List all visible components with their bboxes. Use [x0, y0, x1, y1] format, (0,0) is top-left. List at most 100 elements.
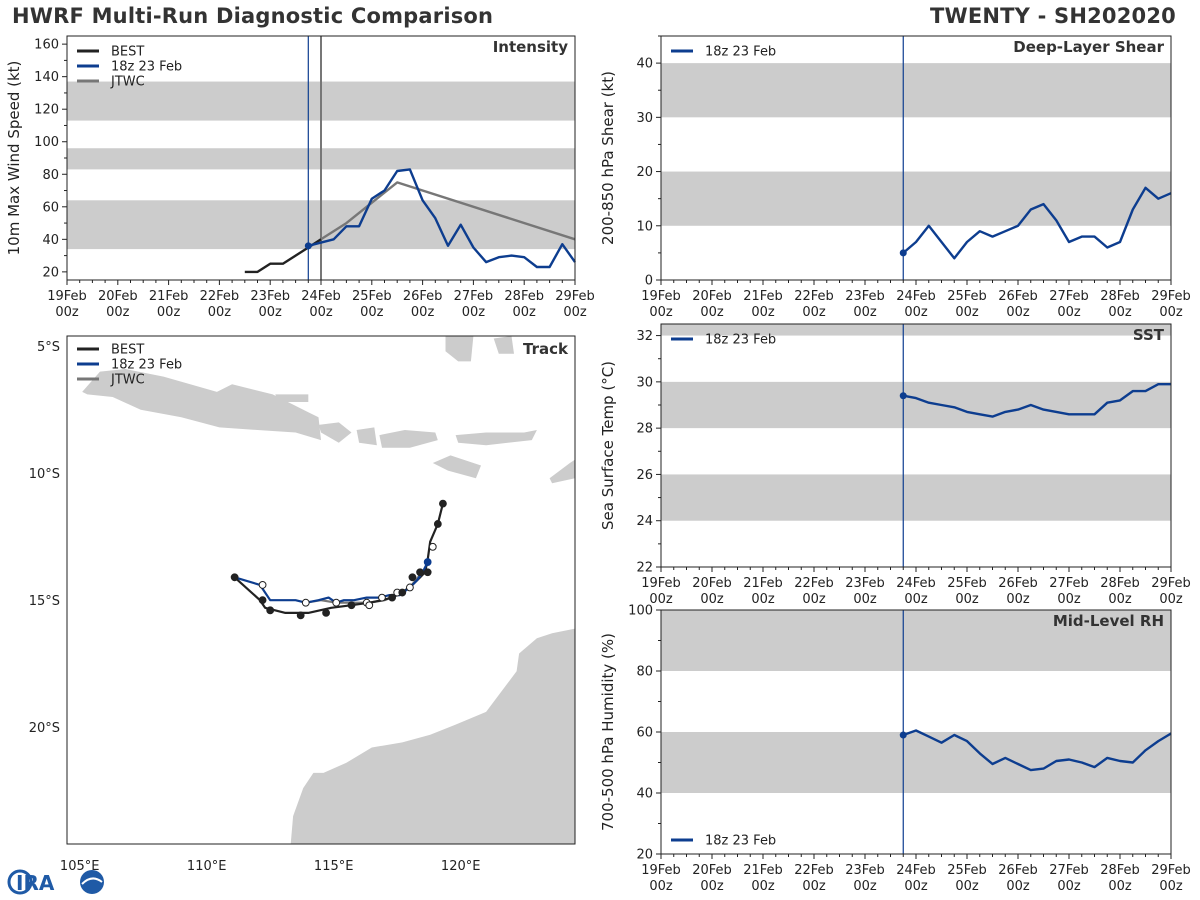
x-tick-sublabel: 00z	[1159, 305, 1183, 320]
lon-tick-label: 120°E	[441, 859, 481, 874]
x-tick-sublabel: 00z	[853, 879, 877, 894]
x-tick-sublabel: 00z	[106, 305, 130, 320]
x-tick-label: 23Feb	[845, 863, 885, 878]
track-point-best	[388, 593, 397, 602]
chart-shear: 01020304019Feb00z20Feb00z21Feb00z22Feb00…	[599, 35, 1191, 320]
x-tick-sublabel: 00z	[1108, 879, 1132, 894]
y-axis-label: 10m Max Wind Speed (kt)	[5, 61, 23, 256]
y-tick-label: 40	[42, 233, 59, 248]
track-point-jtwc	[406, 583, 414, 592]
island-sumbawa	[379, 430, 438, 448]
y-axis-label: 700-500 hPa Humidity (%)	[599, 633, 617, 831]
x-tick-label: 21Feb	[149, 289, 189, 304]
series-line-hwrf	[308, 168, 576, 269]
x-tick-sublabel: 00z	[360, 305, 384, 320]
legend-label-hwrf: 18z 23 Feb	[111, 60, 182, 75]
x-tick-label: 27Feb	[454, 289, 494, 304]
y-tick-label: 32	[636, 329, 653, 344]
island-sumba	[432, 455, 481, 479]
x-tick-label: 22Feb	[200, 289, 240, 304]
map-frame	[66, 335, 576, 845]
chart-intensity: 2040608010012014016019Feb00z20Feb00z21Fe…	[5, 35, 595, 320]
x-tick-sublabel: 00z	[904, 879, 928, 894]
shaded-band	[661, 474, 1171, 521]
x-tick-sublabel: 00z	[955, 305, 979, 320]
y-axis-label: 200-850 hPa Shear (kt)	[599, 71, 617, 245]
x-tick-label: 25Feb	[947, 863, 987, 878]
shaded-band	[661, 732, 1171, 793]
track-point-best	[433, 520, 442, 528]
x-tick-sublabel: 00z	[1159, 592, 1183, 607]
legend-label-jtwc: JTWC	[110, 373, 145, 388]
y-tick-label: 0	[645, 274, 653, 289]
x-tick-sublabel: 00z	[259, 305, 283, 320]
x-tick-label: 27Feb	[1049, 289, 1089, 304]
y-tick-label: 40	[636, 787, 653, 802]
legend-label-hwrf: 18z 23 Feb	[111, 358, 182, 373]
legend-label-best: BEST	[111, 45, 144, 60]
y-tick-label: 160	[34, 38, 59, 53]
x-tick-sublabel: 00z	[700, 592, 724, 607]
x-tick-label: 23Feb	[845, 576, 885, 591]
x-tick-label: 28Feb	[1100, 289, 1140, 304]
x-tick-label: 26Feb	[998, 576, 1038, 591]
island-buton	[493, 336, 514, 354]
x-tick-sublabel: 00z	[955, 592, 979, 607]
x-tick-label: 23Feb	[250, 289, 290, 304]
panel-title: Track	[523, 340, 569, 358]
y-tick-label: 30	[636, 375, 653, 390]
shaded-band	[661, 381, 1171, 429]
svg-text:IRA: IRA	[16, 871, 55, 895]
panel-title: Deep-Layer Shear	[1013, 38, 1164, 56]
track-point-jtwc	[332, 598, 341, 607]
track-point-hwrf	[423, 558, 432, 566]
x-tick-sublabel: 00z	[853, 592, 877, 607]
x-tick-label: 29Feb	[1151, 289, 1191, 304]
page-title: HWRF Multi-Run Diagnostic Comparison	[12, 4, 494, 28]
x-tick-label: 29Feb	[1151, 576, 1191, 591]
track-point-best	[365, 601, 374, 610]
x-tick-label: 19Feb	[641, 576, 681, 591]
track-point-best	[408, 573, 417, 582]
legend-label-hwrf: 18z 23 Feb	[705, 333, 776, 348]
track-line-best	[233, 503, 444, 615]
track-point-best	[428, 542, 437, 551]
x-tick-label: 19Feb	[641, 863, 681, 878]
x-tick-label: 22Feb	[794, 289, 834, 304]
x-tick-sublabel: 00z	[1006, 305, 1030, 320]
x-tick-sublabel: 00z	[751, 305, 775, 320]
x-tick-sublabel: 00z	[853, 305, 877, 320]
x-tick-sublabel: 00z	[513, 305, 537, 320]
legend-label-jtwc: JTWC	[110, 75, 145, 90]
x-tick-sublabel: 00z	[157, 305, 181, 320]
y-tick-label: 60	[636, 726, 653, 741]
island-madura	[275, 394, 309, 402]
x-tick-label: 25Feb	[947, 576, 987, 591]
storm-id-title: TWENTY - SH202020	[929, 4, 1176, 28]
x-tick-sublabel: 00z	[649, 592, 673, 607]
x-tick-sublabel: 00z	[751, 592, 775, 607]
x-tick-sublabel: 00z	[700, 305, 724, 320]
x-tick-label: 28Feb	[504, 289, 544, 304]
lat-tick-label: 20°S	[29, 721, 60, 736]
lon-tick-label: 110°E	[187, 859, 227, 874]
x-tick-label: 24Feb	[301, 289, 341, 304]
y-tick-label: 60	[42, 200, 59, 215]
track-point-best	[439, 499, 447, 508]
land-layer	[82, 336, 575, 844]
x-tick-sublabel: 00z	[802, 879, 826, 894]
y-tick-label: 80	[636, 665, 653, 680]
island-bali	[318, 422, 352, 443]
x-tick-sublabel: 00z	[411, 305, 435, 320]
track-point-best	[266, 606, 275, 615]
track-point-best	[230, 573, 239, 582]
x-tick-label: 24Feb	[896, 576, 936, 591]
shaded-band	[661, 324, 1171, 336]
shaded-band	[661, 171, 1171, 226]
y-tick-label: 80	[42, 168, 59, 183]
x-tick-label: 29Feb	[555, 289, 595, 304]
panel-title: SST	[1133, 326, 1165, 344]
y-tick-label: 30	[636, 111, 653, 126]
x-tick-sublabel: 00z	[1159, 879, 1183, 894]
